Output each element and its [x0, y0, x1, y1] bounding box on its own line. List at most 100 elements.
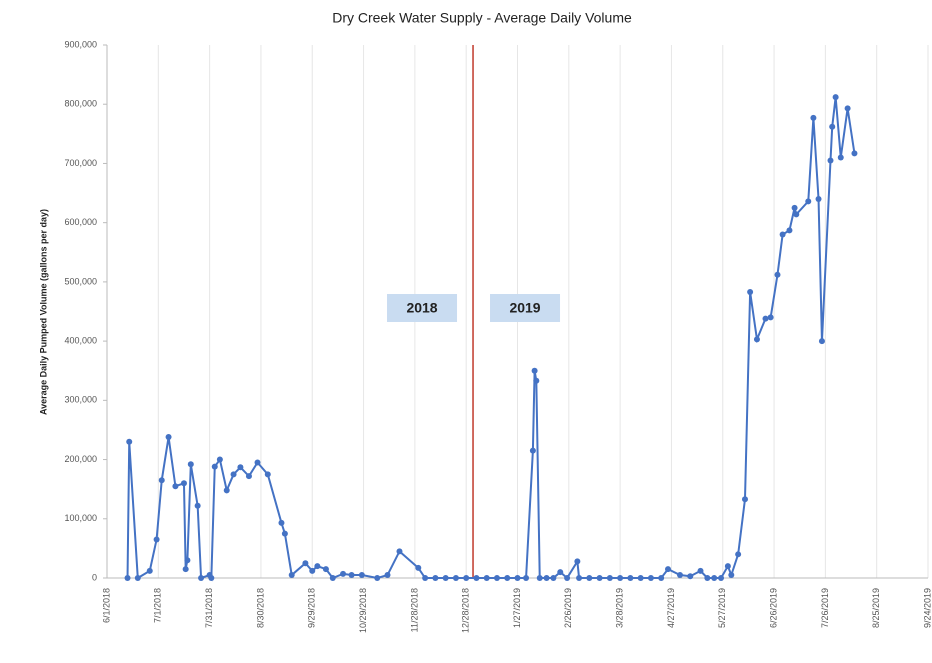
data-point — [473, 575, 480, 581]
y-tick-label: 700,000 — [64, 158, 97, 168]
x-tick-label: 3/28/2019 — [615, 588, 625, 628]
data-point — [384, 572, 391, 579]
data-point — [829, 123, 836, 130]
x-tick-label: 4/27/2019 — [666, 588, 676, 628]
data-point — [851, 150, 858, 157]
data-point — [832, 94, 839, 101]
data-point — [793, 211, 800, 218]
data-point — [665, 566, 672, 573]
data-point — [576, 575, 583, 581]
data-point — [504, 575, 511, 581]
data-point — [180, 480, 187, 487]
data-point — [536, 575, 543, 581]
data-point — [791, 204, 798, 211]
data-point — [198, 575, 205, 581]
x-tick-label: 12/28/2018 — [461, 588, 471, 633]
data-point — [223, 487, 230, 494]
data-point — [728, 572, 735, 579]
data-point — [422, 575, 429, 581]
data-point — [564, 575, 571, 581]
x-tick-label: 7/26/2019 — [820, 588, 830, 628]
data-point — [810, 114, 817, 121]
data-point — [153, 536, 160, 543]
data-point — [617, 575, 624, 581]
y-tick-label: 500,000 — [64, 276, 97, 286]
y-axis-title: Average Daily Pumped Volume (gallons per… — [38, 209, 48, 415]
data-point — [687, 573, 694, 580]
data-point — [194, 502, 201, 509]
data-point — [187, 461, 194, 468]
data-point — [531, 367, 538, 374]
data-point — [550, 575, 557, 581]
annotation-box — [490, 294, 561, 322]
data-point — [533, 377, 540, 384]
data-point — [230, 471, 237, 478]
x-tick-label: 7/1/2018 — [153, 588, 163, 623]
data-point — [463, 575, 470, 581]
data-point — [724, 563, 731, 570]
data-point — [774, 271, 781, 278]
data-point — [741, 496, 748, 503]
x-tick-label: 10/29/2018 — [358, 588, 368, 633]
series-line — [126, 97, 856, 582]
annotation: 2018 — [406, 300, 437, 316]
data-point — [322, 566, 329, 573]
x-tick-label: 8/30/2018 — [255, 588, 265, 628]
y-tick-label: 600,000 — [64, 217, 97, 227]
data-point — [627, 575, 634, 581]
data-point — [805, 198, 812, 205]
x-tick-label: 2/26/2019 — [563, 588, 573, 628]
data-point — [818, 338, 825, 345]
data-point — [184, 557, 191, 564]
data-point — [735, 551, 742, 558]
data-point — [747, 288, 754, 295]
x-tick-label: 8/25/2019 — [871, 588, 881, 628]
data-point — [574, 558, 581, 565]
data-point — [146, 567, 153, 574]
x-tick-label: 7/31/2018 — [204, 588, 214, 628]
data-point — [208, 575, 215, 581]
data-point — [493, 575, 500, 581]
x-tick-label: 6/26/2019 — [768, 588, 778, 628]
data-point — [165, 434, 172, 441]
data-point — [483, 575, 490, 581]
data-point — [211, 463, 218, 470]
data-point — [348, 572, 355, 579]
data-point — [543, 575, 550, 581]
data-point — [124, 575, 131, 581]
data-point — [596, 575, 603, 581]
data-point — [676, 572, 683, 579]
data-point — [432, 575, 439, 581]
data-point — [442, 575, 449, 581]
data-point — [329, 575, 336, 581]
data-point — [514, 575, 521, 581]
data-point — [126, 438, 133, 445]
data-point — [264, 471, 271, 478]
data-point — [288, 572, 295, 579]
data-point — [827, 157, 834, 164]
x-tick-label: 9/29/2018 — [307, 588, 317, 628]
data-point — [711, 575, 718, 581]
x-tick-label: 9/24/2019 — [922, 588, 932, 628]
y-tick-label: 300,000 — [64, 395, 97, 405]
data-point — [172, 483, 179, 490]
data-point — [637, 575, 644, 581]
data-point — [358, 572, 365, 579]
x-tick-label: 6/1/2018 — [101, 588, 111, 623]
x-tick-label: 1/27/2019 — [512, 588, 522, 628]
data-point — [786, 227, 793, 234]
data-point — [658, 575, 665, 581]
data-point — [340, 570, 347, 577]
data-point — [374, 575, 381, 581]
data-point — [557, 569, 564, 576]
data-point — [237, 464, 244, 471]
data-point — [844, 105, 851, 112]
chart-title: Dry Creek Water Supply - Average Daily V… — [332, 10, 632, 26]
y-tick-label: 900,000 — [64, 39, 97, 49]
x-tick-label: 5/27/2019 — [717, 588, 727, 628]
data-point — [254, 459, 261, 466]
y-tick-label: 0 — [92, 572, 97, 582]
x-tick-label: 11/28/2018 — [409, 588, 419, 632]
